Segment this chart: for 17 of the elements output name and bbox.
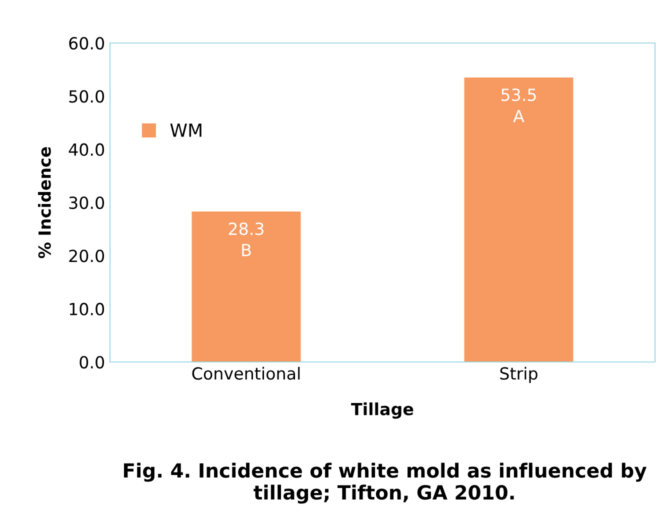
y-tick-label: 30.0 [69,196,104,210]
y-tick-label: 50.0 [69,90,104,103]
y-axis-title: % Incidence [38,147,51,258]
annotation: B [242,244,251,256]
y-tick-label: 0.0 [80,356,104,369]
y-tick-label: 60.0 [69,36,104,50]
x-tick-label: Conventional [192,366,300,380]
x-tick-label: Strip [500,366,538,383]
legend-label: WM [170,124,202,137]
data-label: 28.3 [228,222,264,236]
data-label: 53.5 [501,88,536,102]
y-tick-label: 10.0 [70,302,104,316]
y-tick-label: 20.0 [69,250,104,262]
y-tick-label: 40.0 [68,143,104,156]
x-axis-title: Tillage [351,402,414,419]
caption: Fig. 4. Incidence of white mold as influenced by tillage; Tifton, GA 2010. [124,462,647,504]
annotation: A [513,110,524,122]
